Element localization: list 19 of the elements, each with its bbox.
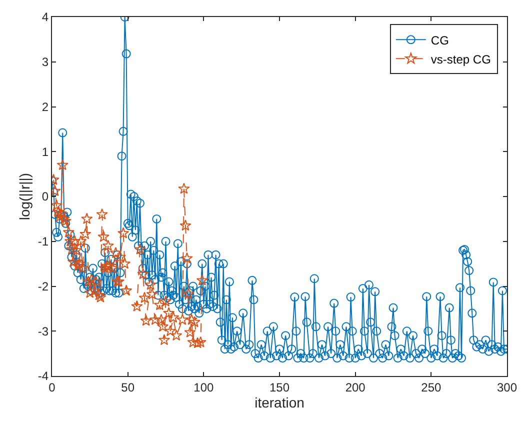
x-tick-label: 100 bbox=[194, 380, 214, 394]
x-tick-label: 150 bbox=[269, 380, 290, 394]
legend-label: vs-step CG bbox=[430, 52, 491, 66]
y-tick-label: -4 bbox=[38, 369, 49, 384]
y-axis-title: log(||r||) bbox=[16, 172, 33, 220]
y-tick-label: 3 bbox=[42, 55, 49, 70]
y-tick-label: -1 bbox=[38, 234, 49, 249]
x-tick-label: 200 bbox=[345, 380, 366, 394]
y-tick-label: 1 bbox=[42, 144, 49, 159]
y-tick-label: -2 bbox=[38, 279, 49, 294]
legend-label: CG bbox=[430, 33, 449, 48]
x-tick-label: 250 bbox=[421, 380, 442, 394]
y-tick-label: -3 bbox=[38, 324, 49, 338]
x-axis-title: iteration bbox=[254, 394, 304, 411]
y-tick-label: 4 bbox=[42, 10, 49, 24]
x-tick-label: 50 bbox=[121, 380, 135, 394]
x-tick-label: 300 bbox=[496, 380, 518, 394]
y-tick-label: 2 bbox=[42, 100, 49, 114]
y-tick-label: 0 bbox=[42, 190, 49, 204]
